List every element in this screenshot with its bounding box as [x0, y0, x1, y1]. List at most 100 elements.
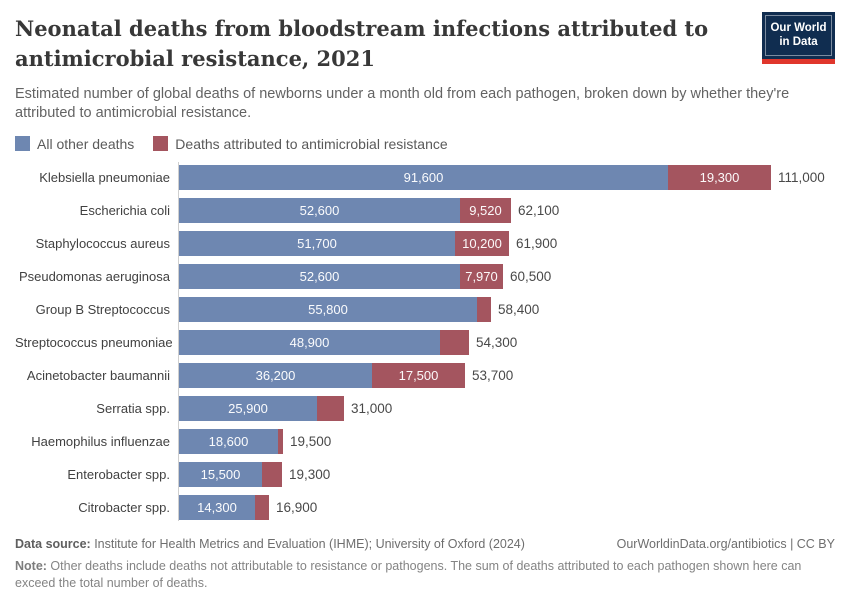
total-label: 111,000 [778, 169, 825, 185]
pathogen-label: Escherichia coli [79, 202, 170, 218]
bar-track: 14,300 16,900 [179, 494, 318, 520]
amr-deaths-value: 17,500 [398, 367, 439, 383]
bar-segment-other-deaths[interactable]: 52,600 [179, 197, 460, 223]
footnote-label: Note: [15, 558, 47, 573]
bar-segment-other-deaths[interactable]: 52,600 [179, 263, 460, 289]
bar-segment-amr-deaths[interactable] [477, 296, 491, 322]
total-label: 53,700 [472, 367, 514, 383]
data-source-text: Institute for Health Metrics and Evaluat… [90, 536, 525, 551]
legend-item-other-deaths[interactable]: All other deaths [15, 136, 134, 152]
header: Neonatal deaths from bloodstream infecti… [15, 12, 835, 74]
chart-row: Group B Streptococcus 55,800 58,400 [15, 296, 835, 322]
chart-row: Staphylococcus aureus 51,700 10,200 61,9… [15, 230, 835, 256]
pathogen-label: Staphylococcus aureus [35, 235, 170, 251]
chart-row: Enterobacter spp. 15,500 19,300 [15, 461, 835, 487]
bar-segment-other-deaths[interactable]: 18,600 [179, 428, 278, 454]
other-deaths-value: 18,600 [208, 433, 249, 449]
bar-segment-other-deaths[interactable]: 36,200 [179, 362, 372, 388]
bar-track: 55,800 58,400 [179, 296, 540, 322]
pathogen-label: Klebsiella pneumoniae [39, 169, 170, 185]
other-deaths-value: 36,200 [255, 367, 296, 383]
bar-segment-other-deaths[interactable]: 51,700 [179, 230, 455, 256]
bar-segment-amr-deaths[interactable]: 17,500 [372, 362, 465, 388]
chart-row: Serratia spp. 25,900 31,000 [15, 395, 835, 421]
amr-deaths-value: 19,300 [699, 169, 740, 185]
total-label: 16,900 [276, 499, 318, 515]
bar-segment-other-deaths[interactable]: 55,800 [179, 296, 477, 322]
bar-segment-amr-deaths[interactable]: 7,970 [460, 263, 503, 289]
chart-subtitle: Estimated number of global deaths of new… [15, 85, 790, 121]
bar-segment-other-deaths[interactable]: 91,600 [179, 164, 668, 190]
bar-segment-amr-deaths[interactable] [262, 461, 282, 487]
page-title: Neonatal deaths from bloodstream infecti… [15, 16, 709, 71]
total-label: 61,900 [516, 235, 558, 251]
bar-segment-amr-deaths[interactable] [255, 494, 269, 520]
bar-segment-other-deaths[interactable]: 25,900 [179, 395, 317, 421]
owid-logo[interactable]: Our World in Data [762, 12, 835, 64]
amr-deaths-value: 7,970 [465, 268, 498, 284]
bar-segment-amr-deaths[interactable]: 9,520 [460, 197, 511, 223]
chart-row: Pseudomonas aeruginosa 52,600 7,970 60,5… [15, 263, 835, 289]
owid-logo-line2: in Data [779, 36, 818, 49]
pathogen-label: Haemophilus influenzae [31, 433, 170, 449]
bar-track: 15,500 19,300 [179, 461, 331, 487]
legend-swatch-red-icon [153, 136, 169, 152]
other-deaths-value: 15,500 [200, 466, 241, 482]
pathogen-label: Group B Streptococcus [35, 301, 170, 317]
chart-rows: Klebsiella pneumoniae 91,600 19,300 111,… [15, 164, 835, 520]
bar-track: 51,700 10,200 61,900 [179, 230, 558, 256]
legend-swatch-blue-icon [15, 136, 30, 152]
chart-row: Escherichia coli 52,600 9,520 62,100 [15, 197, 835, 223]
other-deaths-value: 52,600 [299, 268, 340, 284]
total-label: 54,300 [476, 334, 518, 350]
other-deaths-value: 51,700 [297, 235, 337, 251]
bar-segment-amr-deaths[interactable] [278, 428, 283, 454]
bar-segment-amr-deaths[interactable] [317, 395, 344, 421]
pathogen-label: Acinetobacter baumannii [26, 367, 170, 383]
bar-segment-amr-deaths[interactable]: 10,200 [455, 230, 509, 256]
chart-row: Citrobacter spp. 14,300 16,900 [15, 494, 835, 520]
legend-item-amr-deaths[interactable]: Deaths attributed to antimicrobial resis… [153, 135, 448, 152]
bar-segment-amr-deaths[interactable]: 19,300 [668, 164, 771, 190]
chart-row: Streptococcus pneumoniae 48,900 54,300 [15, 329, 835, 355]
total-label: 58,400 [498, 301, 540, 317]
bar-segment-other-deaths[interactable]: 48,900 [179, 329, 440, 355]
total-label: 60,500 [510, 268, 552, 284]
total-label: 62,100 [518, 202, 560, 218]
owid-logo-line1: Our World [770, 22, 827, 34]
other-deaths-value: 25,900 [228, 400, 268, 416]
other-deaths-value: 52,600 [299, 202, 340, 218]
pathogen-label: Serratia spp. [96, 400, 170, 416]
owid-logo-text: Our World in Data [765, 15, 832, 56]
chart: Klebsiella pneumoniae 91,600 19,300 111,… [15, 161, 835, 521]
bar-track: 91,600 19,300 111,000 [179, 164, 825, 190]
other-deaths-value: 14,300 [197, 499, 237, 515]
data-source-label: Data source: [15, 536, 91, 551]
bar-track: 25,900 31,000 [179, 395, 393, 421]
chart-row: Acinetobacter baumannii 36,200 17,500 53… [15, 362, 835, 388]
amr-deaths-value: 9,520 [469, 202, 502, 218]
bar-track: 52,600 9,520 62,100 [179, 197, 560, 223]
total-label: 19,300 [289, 466, 331, 482]
bar-segment-other-deaths[interactable]: 14,300 [179, 494, 255, 520]
bar-segment-amr-deaths[interactable] [440, 329, 469, 355]
pathogen-label: Enterobacter spp. [67, 466, 170, 482]
legend-label-other-deaths: All other deaths [37, 135, 135, 152]
total-label: 19,500 [290, 433, 332, 449]
footnote-text: Other deaths include deaths not attribut… [15, 558, 802, 591]
data-source: Data source: Institute for Health Metric… [15, 537, 525, 551]
footer: Data source: Institute for Health Metric… [15, 537, 835, 593]
total-label: 31,000 [351, 400, 393, 416]
bar-track: 52,600 7,970 60,500 [179, 263, 552, 289]
amr-deaths-value: 10,200 [462, 235, 502, 251]
bar-segment-other-deaths[interactable]: 15,500 [179, 461, 262, 487]
bar-track: 18,600 19,500 [179, 428, 332, 454]
other-deaths-value: 91,600 [403, 169, 444, 185]
pathogen-label: Citrobacter spp. [78, 499, 170, 515]
owid-url-link[interactable]: OurWorldinData.org/antibiotics | CC BY [616, 536, 835, 551]
legend-label-amr-deaths: Deaths attributed to antimicrobial resis… [175, 135, 448, 152]
bar-track: 36,200 17,500 53,700 [179, 362, 514, 388]
source-row: Data source: Institute for Health Metric… [15, 537, 835, 551]
other-deaths-value: 48,900 [289, 334, 330, 350]
